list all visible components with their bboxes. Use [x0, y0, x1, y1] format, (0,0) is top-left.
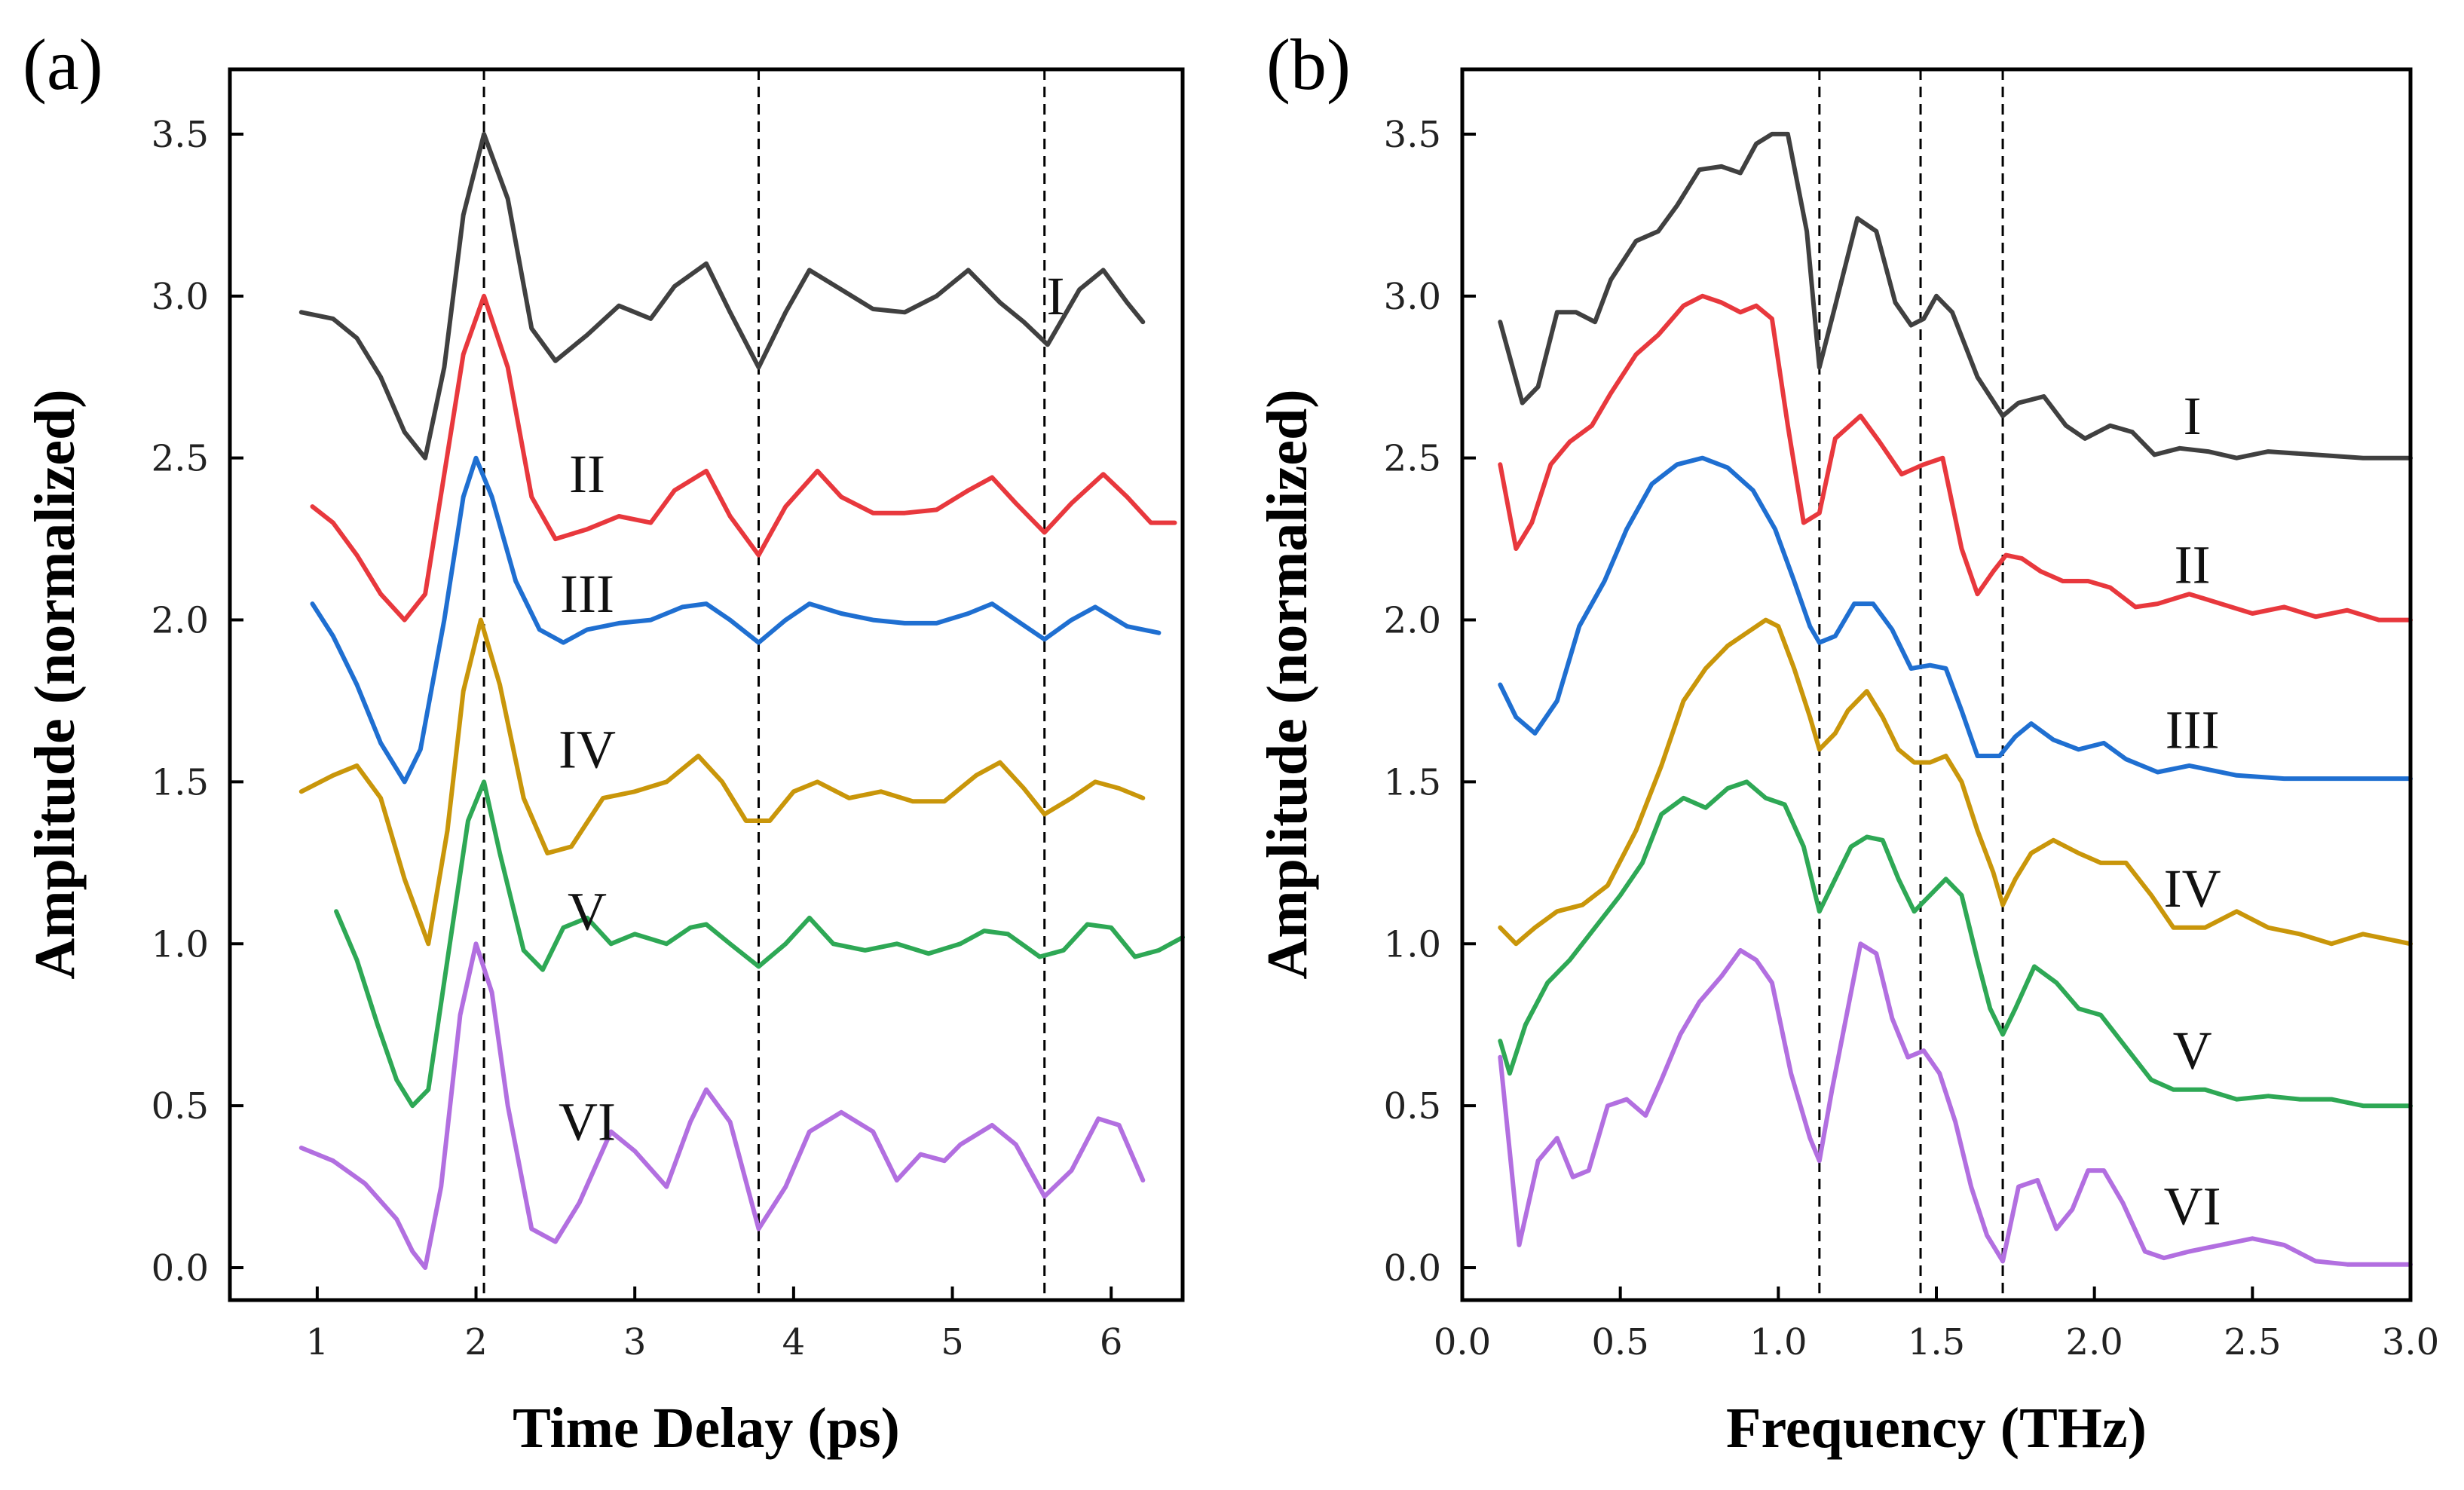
panel-b-x-title: Frequency (THz)	[1726, 1397, 2147, 1460]
panel-b-x-tick-label: 1.0	[1749, 1321, 1807, 1363]
panel-b-x-tick-label: 2.0	[2065, 1321, 2123, 1363]
panel-b-series-label-iv: IV	[2164, 858, 2221, 919]
panel-a-y-title: Amplitude (normalized)	[23, 389, 87, 979]
panel-b-series-label-ii: II	[2175, 534, 2211, 595]
panel-b-series	[1498, 131, 2413, 1267]
panel-a-series-vi	[298, 941, 1146, 1270]
panel-a-x-tick-label: 3	[623, 1321, 647, 1363]
panel-b-x-tick-label: 2.5	[2224, 1321, 2281, 1363]
panel-a-series-label-ii: II	[569, 444, 605, 504]
panel-b-x-tick-label: 0.0	[1434, 1321, 1491, 1363]
panel-a-series-label-vi: VI	[559, 1092, 616, 1152]
panel-letter-b: (b)	[1266, 24, 1351, 105]
panel-b-axes: 0.0 0.5 1.0 1.5 2.0 2.5 3.0 0.0 0.5 1.0 1.5 2.0 2.5 3…	[1384, 114, 2440, 1363]
panel-b-y-tick-label: 2.5	[1384, 438, 1441, 480]
panel-a-x-tick-label: 5	[941, 1321, 964, 1363]
panel-a-series	[298, 131, 1185, 1270]
panel-a-y-tick-label: 3.0	[152, 276, 209, 318]
panel-a-series-label-iii: III	[560, 564, 614, 624]
panel-b-series-ii	[1498, 293, 2413, 623]
panel-b-series-label-vi: VI	[2164, 1176, 2221, 1236]
panel-b-y-tick-label: 3.0	[1384, 276, 1441, 318]
panel-b-series-label-i: I	[2184, 386, 2202, 446]
panel-b-x-tick-label: 1.5	[1908, 1321, 1965, 1363]
panel-b-series-iv	[1498, 617, 2413, 947]
panel-a-y-tick-label: 2.5	[152, 438, 209, 480]
panel-a-series-label-v: V	[568, 881, 607, 941]
panel-a-reference-lines	[482, 69, 1046, 1300]
panel-a-x-tick-label: 1	[306, 1321, 329, 1363]
panel-a-y-tick-label: 3.5	[152, 114, 209, 156]
panel-letter-a: (a)	[23, 24, 103, 105]
panel-a-y-tick-label: 0.5	[152, 1085, 209, 1127]
panel-b-series-iii	[1498, 455, 2413, 782]
panel-b-y-title: Amplitude (normalized)	[1256, 389, 1319, 979]
panel-b-series-label-v: V	[2173, 1020, 2212, 1081]
panel-a-series-i	[298, 131, 1146, 460]
panel-a-series-v	[334, 779, 1185, 1109]
panel-b-frame	[1460, 67, 2413, 1302]
panel-b-y-tick-label: 3.5	[1384, 114, 1441, 156]
panel-a-x-tick-label: 6	[1100, 1321, 1123, 1363]
panel-b-x-tick-label: 3.0	[2382, 1321, 2439, 1363]
panel-b-x-tick-label: 0.5	[1591, 1321, 1648, 1363]
panel-a-series-iii	[310, 455, 1162, 785]
panel-b-series-label-iii: III	[2166, 700, 2220, 760]
panel-a-series-ii	[310, 293, 1177, 623]
panel-a-series-label-iv: IV	[559, 719, 616, 779]
panel-a-series-iv	[298, 617, 1146, 947]
panel-a-y-tick-label: 1.5	[152, 761, 209, 803]
panel-b-frequency-domain: 0.0 0.5 1.0 1.5 2.0 2.5 3.0 0.0 0.5 1.0 1.5 2.0 2.5 3…	[1256, 67, 2440, 1460]
panel-a-x-title: Time Delay (ps)	[513, 1397, 900, 1460]
panel-a-series-label-i: I	[1046, 266, 1064, 326]
panel-a-y-tick-label: 1.0	[152, 923, 209, 965]
panel-a-y-tick-label: 0.0	[152, 1247, 209, 1290]
panel-b-y-tick-label: 1.5	[1384, 761, 1441, 803]
panel-b-y-tick-label: 2.0	[1384, 600, 1441, 642]
panel-b-series-v	[1498, 779, 2413, 1109]
panel-b-reference-lines	[1818, 69, 2004, 1300]
panel-b-y-tick-label: 0.5	[1384, 1085, 1441, 1127]
panel-a-axes: 1 2 3 4 5 6 0.0 0.5 1.0 1.5 2.0 2.5 3.0 3.5	[152, 114, 1123, 1363]
panel-a-y-tick-label: 2.0	[152, 600, 209, 642]
panel-a-time-domain: 1 2 3 4 5 60.00.51.01.52.02.53.03.5 IIIIIIIVV…	[23, 67, 1185, 1460]
panel-b-series-i	[1498, 131, 2413, 460]
panel-b-y-tick-label: 1.0	[1384, 923, 1441, 965]
panel-a-x-tick-label: 2	[464, 1321, 488, 1363]
panel-b-y-tick-label: 0.0	[1384, 1247, 1441, 1290]
panel-b-series-vi	[1498, 941, 2413, 1267]
panel-a-x-tick-label: 4	[782, 1321, 806, 1363]
panel-a-frame	[228, 67, 1185, 1302]
